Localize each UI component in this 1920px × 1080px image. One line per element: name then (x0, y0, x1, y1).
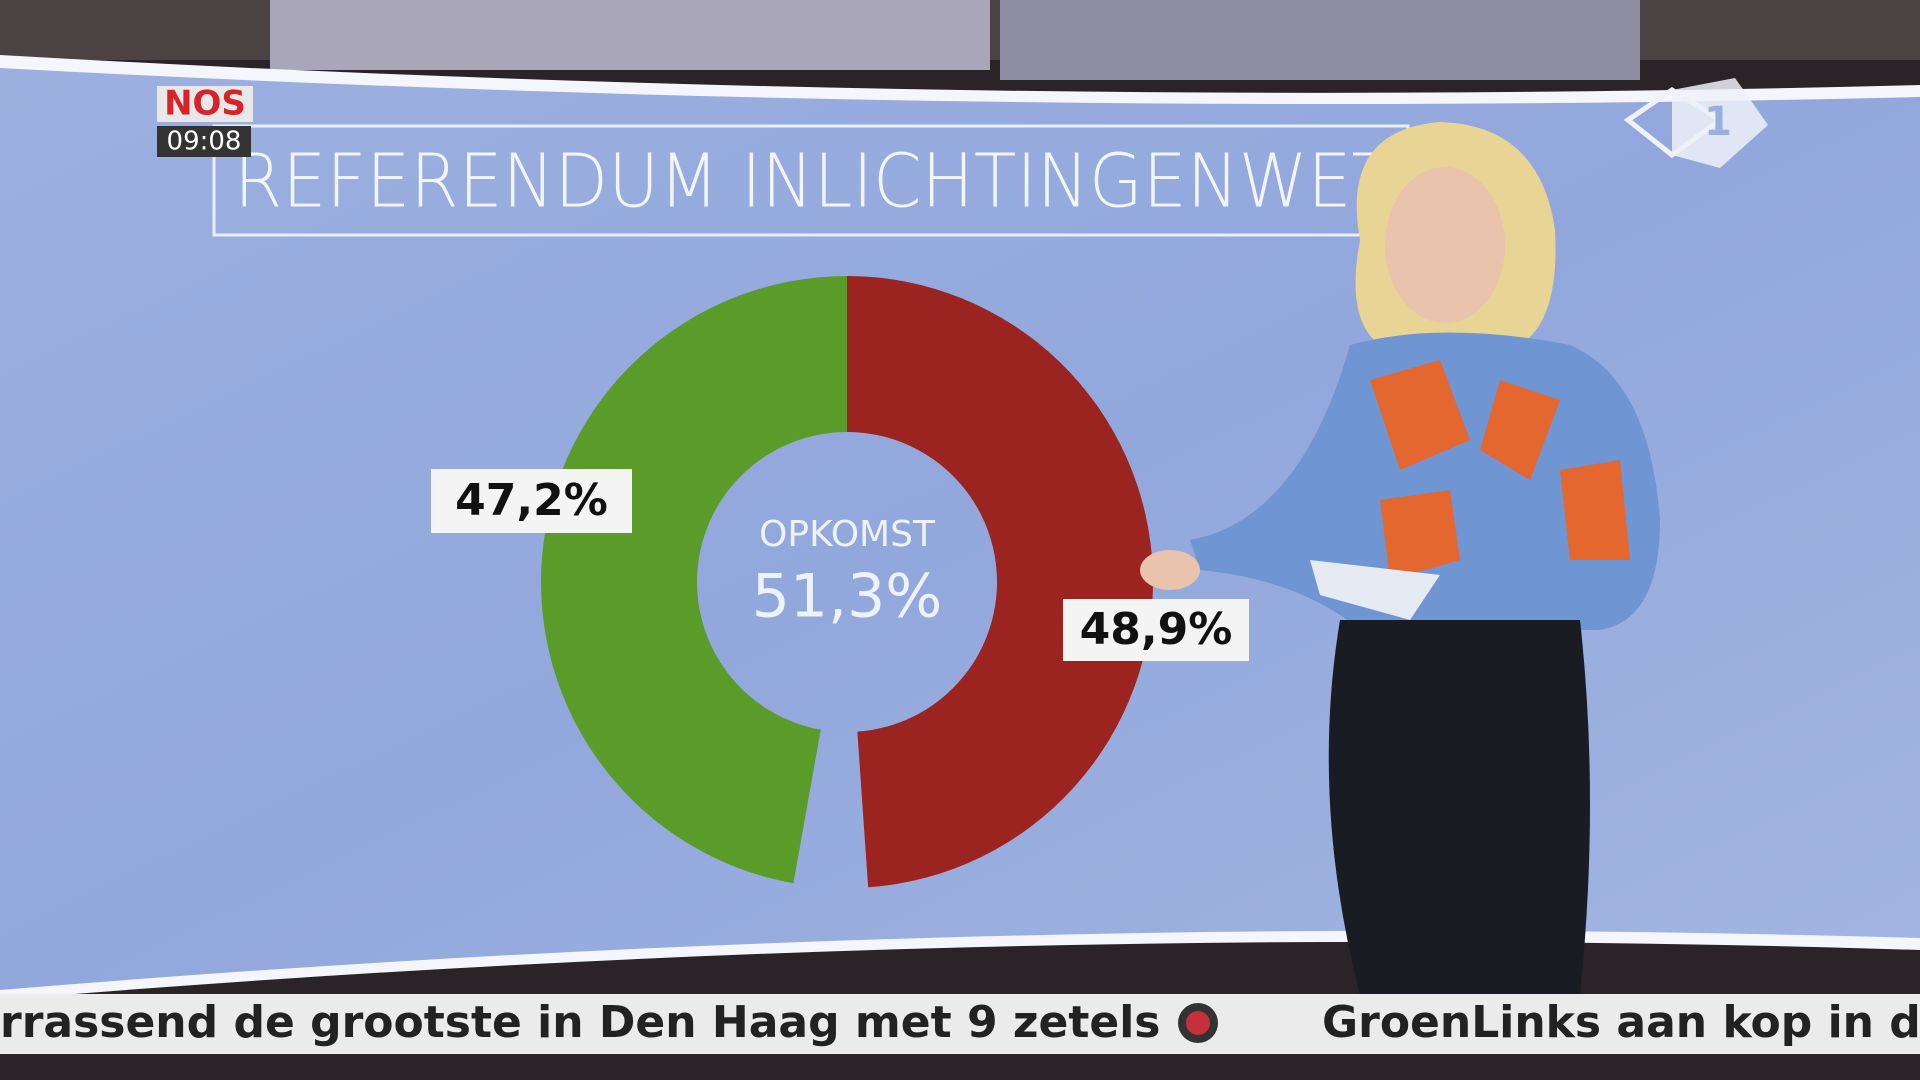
center-value: 51,3% (752, 562, 943, 632)
presenter (1140, 122, 1660, 995)
value-label: 48,9% (1080, 604, 1233, 655)
studio-light (1000, 0, 1640, 80)
studio-light (270, 0, 990, 70)
clock-box (157, 126, 251, 157)
npo-channel: 1 (1704, 99, 1732, 145)
ticker-bar (0, 994, 1920, 1054)
donut-segment (541, 276, 847, 884)
channel-logo: NOS (164, 84, 246, 124)
donut-chart: 48,9% 47,2% (431, 276, 1249, 888)
center-label: OPKOMST (759, 514, 936, 555)
donut-segment (847, 276, 1153, 888)
value-label: 47,2% (455, 475, 608, 526)
value-label-box (431, 469, 632, 533)
clock: 09:08 (167, 127, 242, 157)
ticker-text: rrassend de grootste in Den Haag met 9 z… (0, 997, 1161, 1048)
ticker-text: GroenLinks aan kop in de (1322, 997, 1920, 1048)
value-label-box (1063, 599, 1249, 661)
npo-logo (1672, 78, 1768, 168)
ticker-separator-inner (1186, 1011, 1210, 1035)
logo-box (157, 86, 253, 122)
chart-title: REFERENDUM INLICHTINGENWET (234, 139, 1394, 225)
